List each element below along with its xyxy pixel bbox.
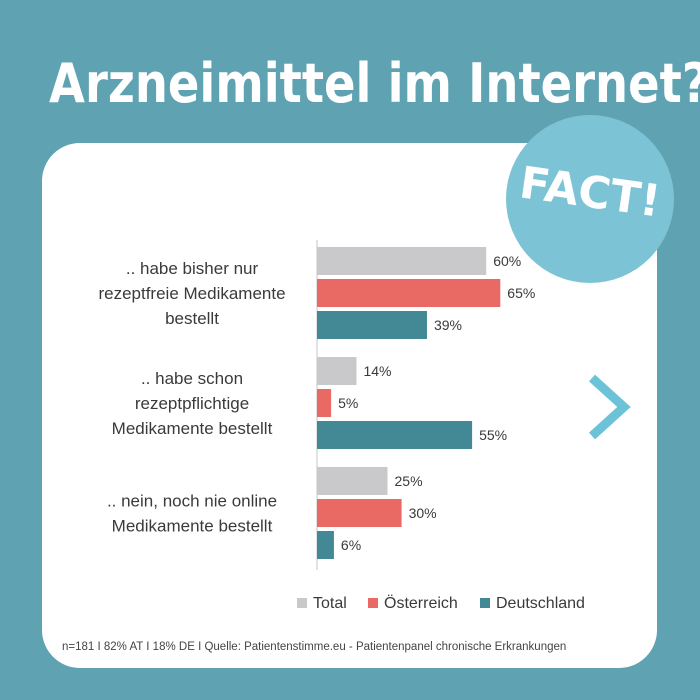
legend-entry: Deutschland: [496, 595, 585, 612]
category-label-line: rezeptpflichtige: [135, 394, 249, 413]
category-label-line: Medikamente bestellt: [112, 419, 273, 438]
fact-badge: FACT!: [506, 115, 674, 283]
chevron-right-icon[interactable]: [584, 372, 634, 442]
bar-deutschland: [317, 531, 334, 559]
page-title: Arzneimittel im Internet?: [49, 52, 700, 115]
legend-entry: Total: [313, 595, 347, 612]
bar-österreich: [317, 389, 332, 417]
bar-total: [317, 247, 487, 275]
category-label-line: bestellt: [165, 309, 219, 328]
category-label: .. habe bisher nur rezeptfreie Medikament…: [98, 259, 285, 328]
category-label-line: rezeptfreie Medikamente: [98, 284, 285, 303]
data-label: 5%: [338, 395, 358, 411]
category-label: .. habe schon rezeptpflichtige Medikamente…: [112, 369, 273, 438]
data-label: 39%: [434, 317, 462, 333]
data-label: 30%: [409, 505, 437, 521]
legend-swatch: [368, 598, 378, 608]
category-label: .. nein, noch nie online Medikamente best…: [107, 492, 277, 536]
bar-total: [317, 467, 388, 495]
category-label-line: .. habe bisher nur: [126, 259, 259, 278]
data-label: 6%: [341, 537, 361, 553]
legend-swatch: [480, 598, 490, 608]
category-label-line: Medikamente bestellt: [112, 517, 273, 536]
bar-österreich: [317, 499, 402, 527]
data-label: 65%: [507, 285, 535, 301]
bar-österreich: [317, 279, 501, 307]
data-label: 25%: [395, 473, 423, 489]
data-label: 60%: [493, 253, 521, 269]
category-label-line: .. habe schon: [141, 369, 243, 388]
source-footnote: n=181 I 82% AT I 18% DE I Quelle: Patien…: [62, 641, 567, 653]
category-label-line: .. nein, noch nie online: [107, 492, 277, 511]
bar-total: [317, 357, 357, 385]
bar-deutschland: [317, 421, 473, 449]
data-label: 55%: [479, 427, 507, 443]
bar-deutschland: [317, 311, 427, 339]
legend-swatch: [297, 598, 307, 608]
legend-entry: Österreich: [384, 594, 458, 612]
data-label: 14%: [363, 363, 391, 379]
